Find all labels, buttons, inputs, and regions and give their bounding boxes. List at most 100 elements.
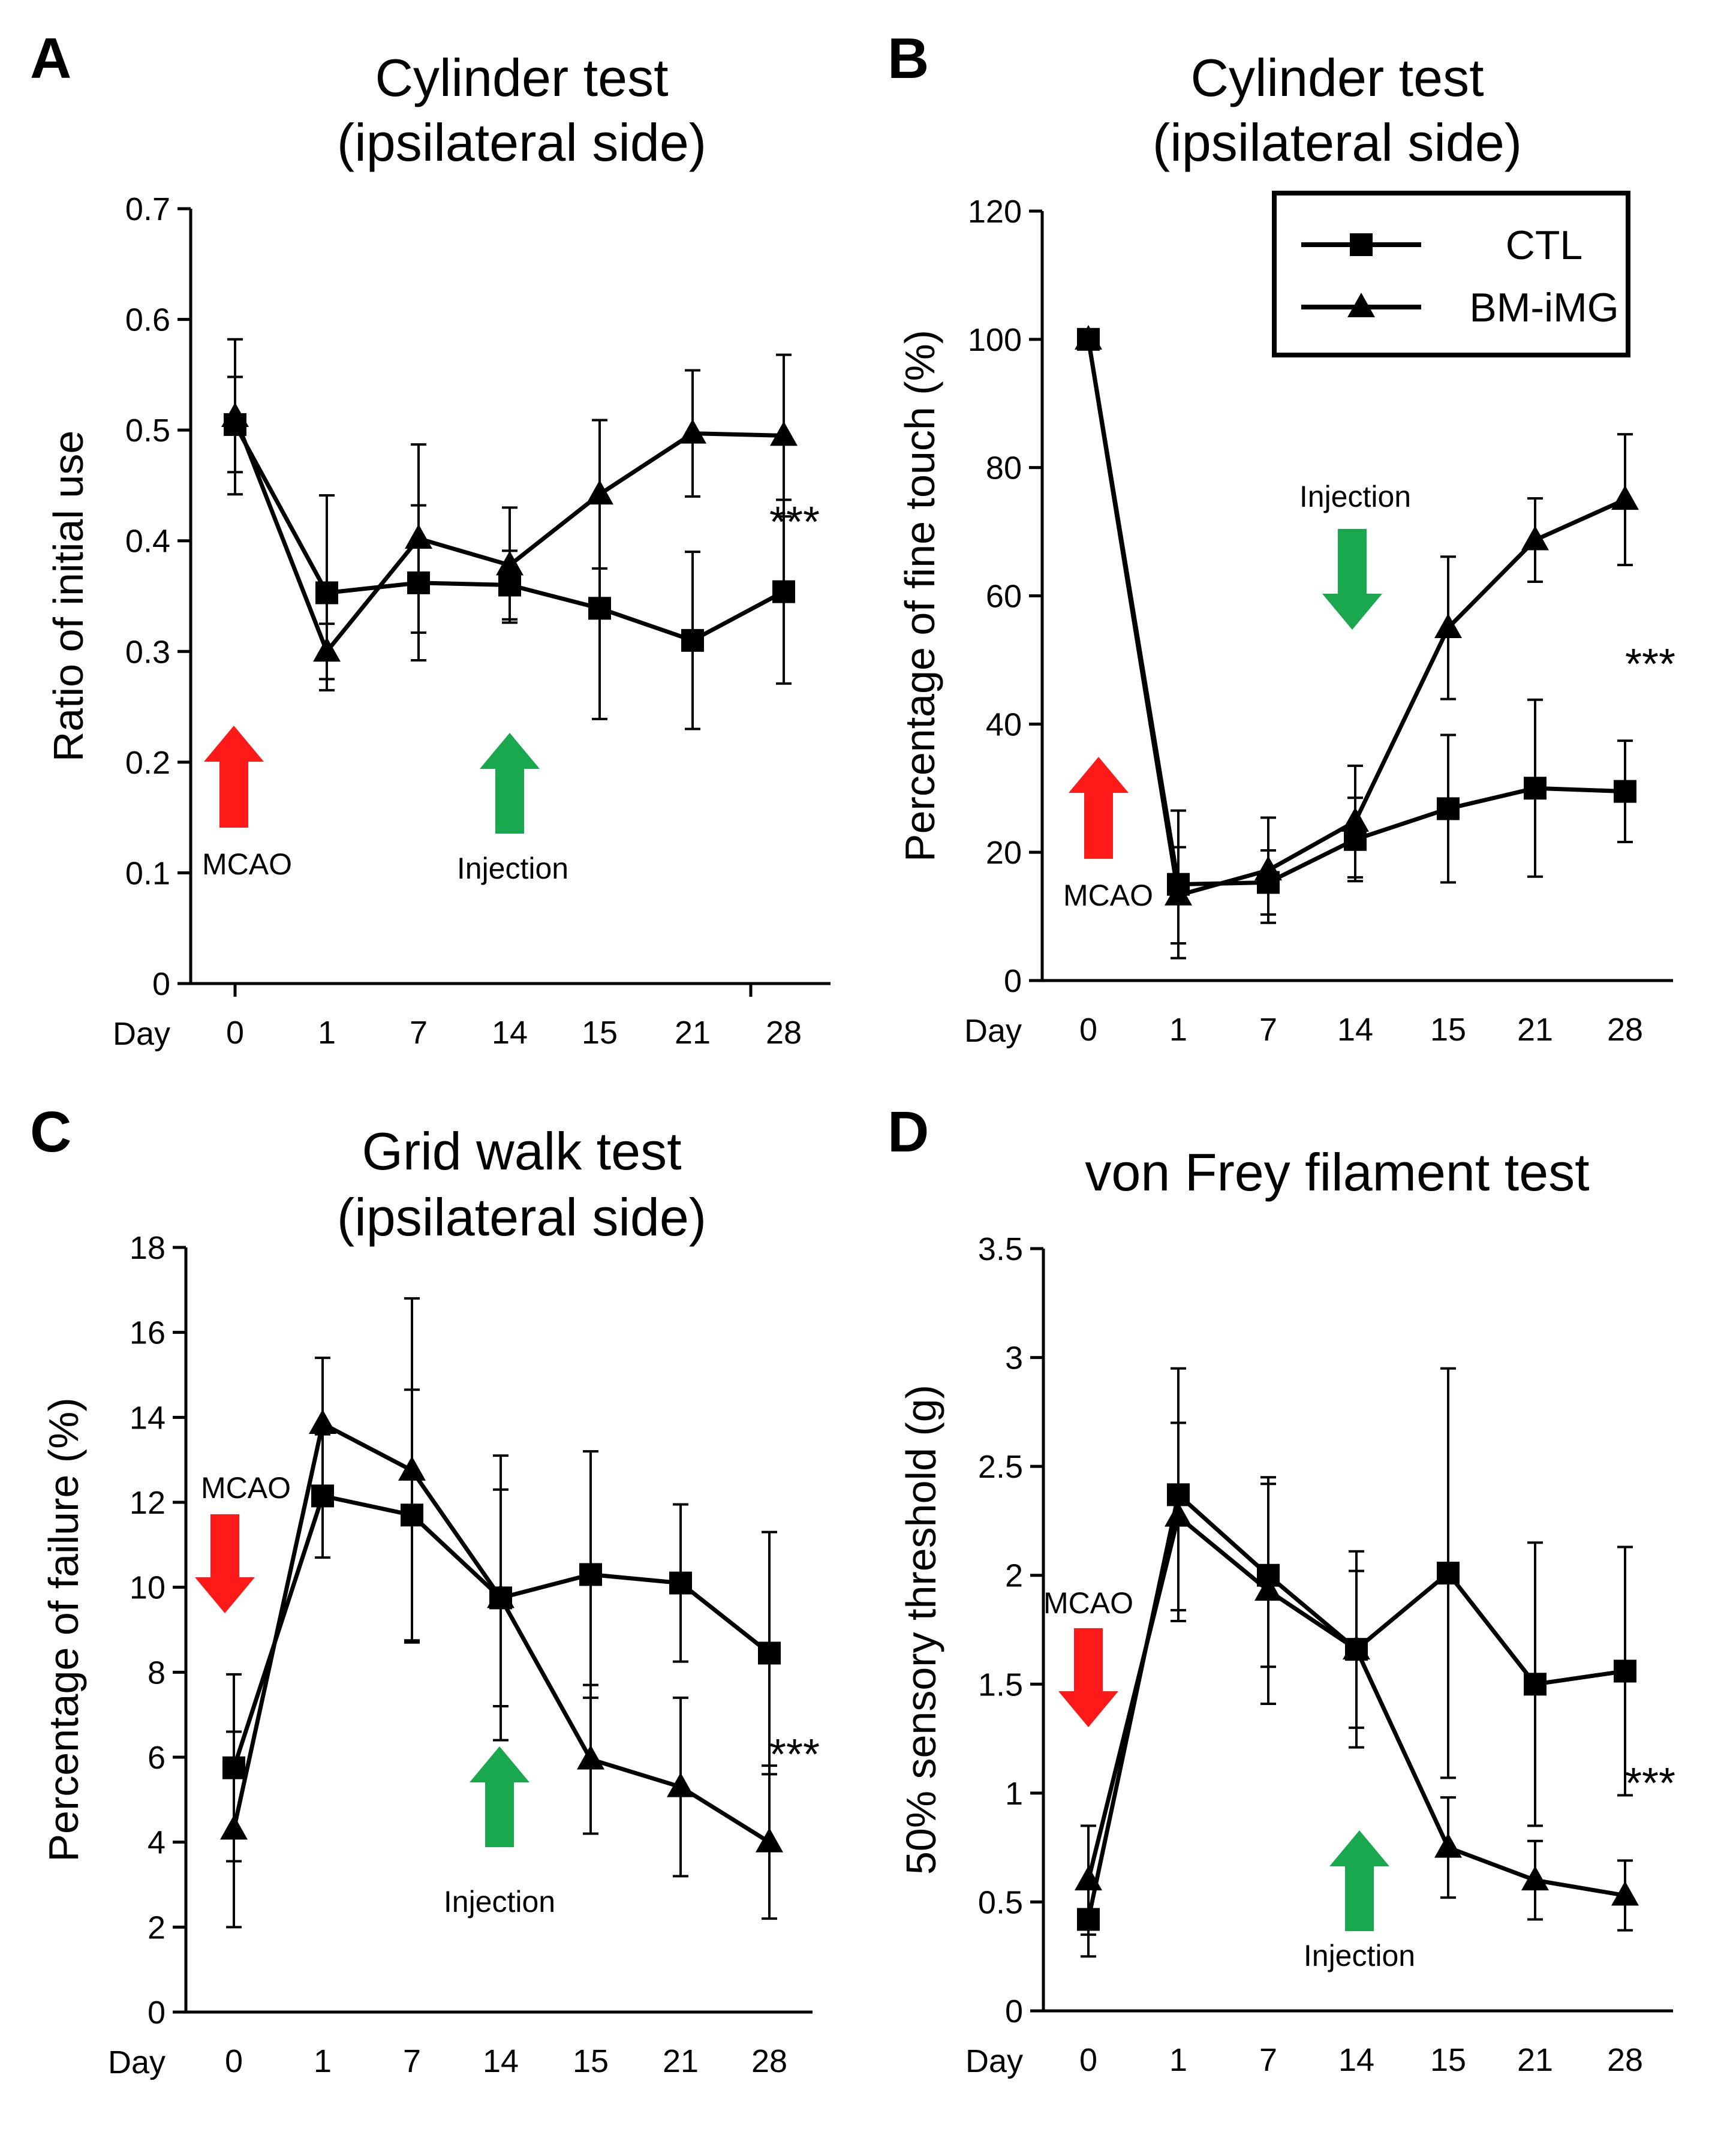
y-tick-label: 0.2 bbox=[125, 745, 170, 781]
data-point bbox=[770, 421, 798, 446]
data-point bbox=[221, 402, 249, 427]
significance-stars: *** bbox=[769, 1731, 820, 1779]
data-point bbox=[220, 1815, 248, 1840]
data-point bbox=[1165, 880, 1192, 906]
y-tick-label: 100 bbox=[968, 322, 1022, 358]
x-tick-label: 7 bbox=[1259, 1012, 1277, 1048]
data-point bbox=[1611, 1881, 1639, 1906]
y-tick-label: 0 bbox=[152, 966, 170, 1002]
y-tick-label: 6 bbox=[148, 1740, 166, 1776]
x-tick-label: 14 bbox=[1337, 1012, 1373, 1048]
data-point bbox=[309, 1409, 336, 1434]
x-tick-label: 0 bbox=[1079, 1012, 1097, 1048]
x-tick-label: 14 bbox=[492, 1015, 528, 1051]
data-point bbox=[313, 637, 341, 662]
x-tick-label: 14 bbox=[1338, 2042, 1374, 2078]
data-point bbox=[1434, 613, 1462, 638]
data-point bbox=[315, 581, 338, 605]
y-tick-label: 18 bbox=[130, 1230, 166, 1266]
x-tick-label: 1 bbox=[318, 1015, 336, 1051]
mcao-arrow bbox=[1058, 1628, 1118, 1727]
mcao-label: MCAO bbox=[1043, 1586, 1133, 1620]
data-point bbox=[1614, 780, 1636, 803]
x-tick-label: 21 bbox=[1517, 1012, 1553, 1048]
panel-label: A bbox=[30, 26, 71, 91]
data-point bbox=[1611, 485, 1639, 510]
y-tick-label: 2.5 bbox=[978, 1449, 1023, 1485]
y-tick-label: 14 bbox=[130, 1400, 166, 1436]
y-tick-label: 10 bbox=[130, 1570, 166, 1606]
legend-box bbox=[1272, 191, 1630, 357]
legend-label: CTL bbox=[1506, 222, 1582, 268]
injection-label: Injection bbox=[1299, 480, 1411, 513]
x-tick-label: 14 bbox=[483, 2043, 519, 2079]
y-tick-label: 120 bbox=[968, 194, 1022, 230]
x-axis-title: Day bbox=[965, 2043, 1023, 2079]
injection-arrow bbox=[470, 1746, 529, 1847]
data-point bbox=[772, 580, 795, 603]
x-tick-label: 28 bbox=[1607, 1012, 1643, 1048]
y-tick-label: 3.5 bbox=[978, 1231, 1023, 1267]
y-axis-title: Percentage of fine touch (%) bbox=[896, 330, 943, 862]
y-tick-label: 0 bbox=[148, 1995, 166, 2031]
x-tick-label: 28 bbox=[751, 2043, 787, 2079]
data-point bbox=[1075, 1866, 1102, 1891]
data-point bbox=[669, 1571, 692, 1595]
data-point bbox=[1434, 1833, 1462, 1858]
y-axis-title: Ratio of initial use bbox=[45, 431, 92, 762]
data-point bbox=[667, 1772, 694, 1797]
x-tick-label: 15 bbox=[573, 2043, 609, 2079]
panel-c: C Grid walk test(ipsilateral side)0246810… bbox=[30, 1100, 820, 2080]
x-tick-label: 21 bbox=[663, 2043, 699, 2079]
data-point bbox=[579, 1563, 602, 1586]
data-point bbox=[1254, 1576, 1282, 1601]
panel-label: C bbox=[30, 1100, 71, 1164]
legend-marker bbox=[1347, 293, 1375, 317]
data-point bbox=[496, 551, 523, 576]
y-tick-label: 16 bbox=[130, 1315, 166, 1351]
data-point bbox=[398, 1456, 426, 1481]
series-bm-img bbox=[1075, 324, 1639, 945]
y-axis-title: Percentage of failure (%) bbox=[40, 1397, 87, 1862]
injection-arrow bbox=[1329, 1830, 1389, 1931]
injection-label: Injection bbox=[444, 1885, 555, 1919]
x-tick-label: 28 bbox=[766, 1015, 802, 1051]
series-ctl bbox=[1077, 327, 1636, 960]
chart-title-line: (ipsilateral side) bbox=[337, 113, 706, 172]
mcao-label: MCAO bbox=[1063, 879, 1153, 912]
x-axis-title: Day bbox=[113, 1016, 170, 1052]
data-point bbox=[405, 524, 432, 549]
data-point bbox=[681, 629, 704, 652]
x-tick-label: 15 bbox=[1430, 2042, 1466, 2078]
y-tick-label: 20 bbox=[986, 835, 1022, 871]
injection-label: Injection bbox=[457, 852, 568, 885]
data-point bbox=[756, 1827, 783, 1853]
series-bm-img bbox=[220, 1297, 783, 1929]
x-tick-label: 15 bbox=[1430, 1012, 1466, 1048]
legend: CTL BM-iMG bbox=[1272, 191, 1630, 357]
data-point bbox=[1075, 324, 1102, 350]
x-tick-label: 28 bbox=[1607, 2042, 1643, 2078]
data-point bbox=[758, 1641, 781, 1665]
mcao-arrow bbox=[1069, 757, 1129, 859]
y-tick-label: 2 bbox=[1005, 1558, 1023, 1594]
y-tick-label: 60 bbox=[986, 579, 1022, 615]
y-tick-label: 80 bbox=[986, 450, 1022, 486]
y-tick-label: 0.7 bbox=[125, 191, 170, 227]
injection-label: Injection bbox=[1304, 1939, 1415, 1972]
y-tick-label: 0.5 bbox=[125, 413, 170, 449]
data-point bbox=[1524, 1673, 1547, 1696]
x-tick-label: 7 bbox=[410, 1015, 428, 1051]
legend-label: BM-iMG bbox=[1469, 285, 1618, 330]
mcao-label: MCAO bbox=[201, 1471, 291, 1505]
data-point bbox=[487, 1583, 515, 1608]
data-point bbox=[1437, 1562, 1460, 1585]
significance-stars: *** bbox=[769, 498, 820, 546]
y-tick-label: 12 bbox=[130, 1485, 166, 1521]
x-tick-label: 1 bbox=[1169, 2042, 1187, 2078]
data-point bbox=[1254, 856, 1282, 881]
mcao-arrow bbox=[204, 726, 264, 828]
data-point bbox=[1165, 1502, 1192, 1527]
